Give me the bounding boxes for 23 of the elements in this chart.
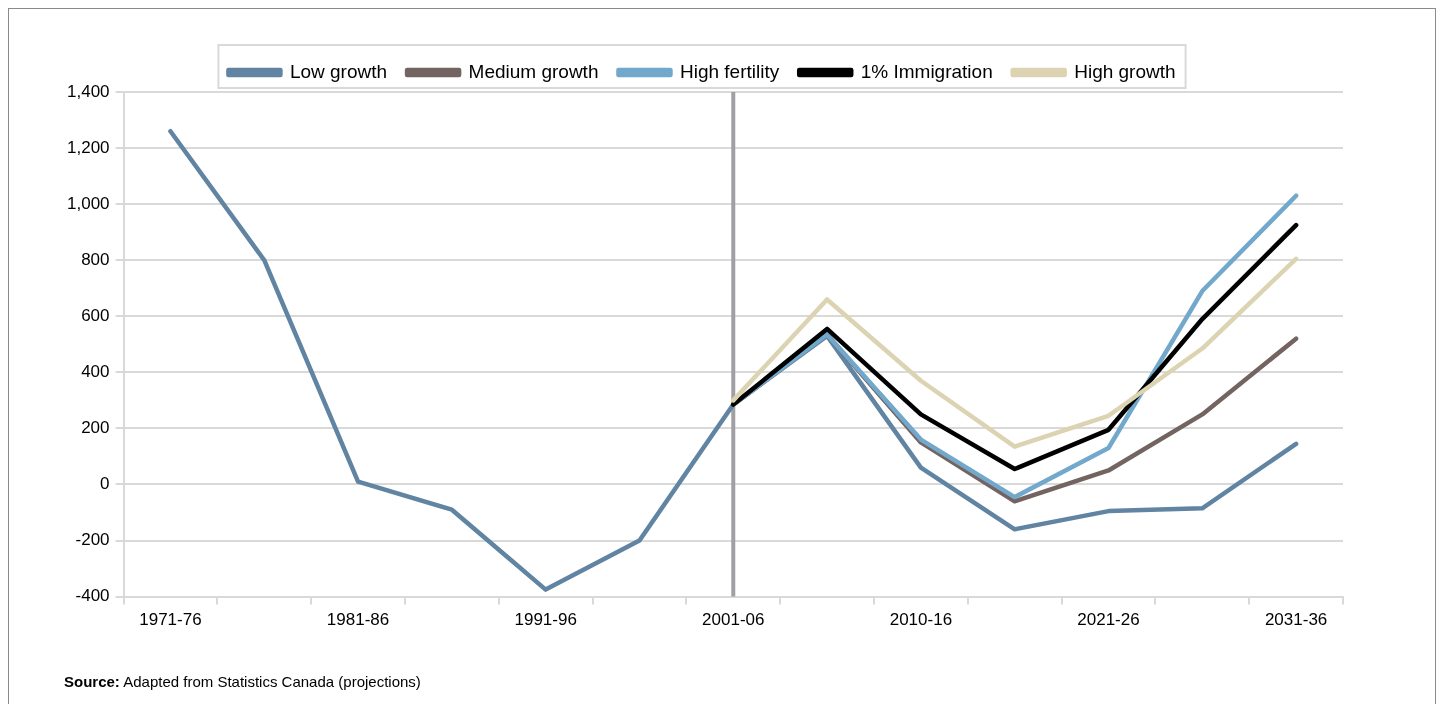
source-note: Source: Adapted from Statistics Canada (projections) [64, 673, 421, 690]
y-tick-label: 0 [100, 474, 110, 494]
legend-label: 1% Immigration [860, 60, 993, 82]
x-tick-label: 2010-16 [889, 610, 953, 630]
y-tick-label: 400 [81, 362, 110, 382]
y-tick-label: -400 [75, 586, 110, 606]
y-tick-label: 1,000 [66, 193, 110, 213]
x-tick-label: 1991-96 [514, 610, 577, 630]
y-tick-label: 1,200 [66, 137, 110, 157]
y-tick-label: 600 [81, 305, 110, 325]
legend-label: High growth [1074, 60, 1176, 82]
y-tick-label: -200 [75, 530, 110, 550]
x-tick-label: 2001-06 [702, 610, 765, 630]
x-tick-label: 1981-86 [326, 610, 390, 630]
legend-label: High fertility [679, 60, 780, 82]
legend-label: Low growth [289, 60, 388, 82]
x-tick-label: 2031-36 [1264, 610, 1328, 630]
y-tick-label: 800 [81, 249, 110, 269]
y-tick-label: 1,400 [66, 81, 110, 101]
legend-label: Medium growth [468, 60, 599, 82]
y-tick-label: 200 [81, 418, 110, 438]
x-tick-label: 2021-26 [1077, 610, 1140, 630]
x-tick-label: 1971-76 [139, 610, 202, 630]
